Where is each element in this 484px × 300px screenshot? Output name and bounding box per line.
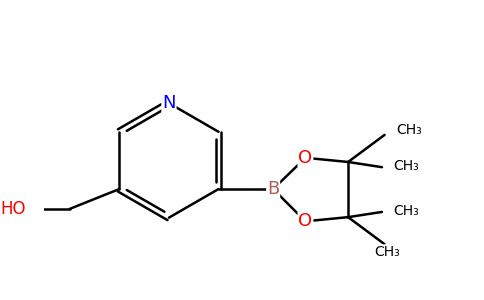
Text: CH₃: CH₃ [393,204,419,218]
Text: CH₃: CH₃ [393,159,419,173]
Text: HO: HO [0,200,26,218]
Text: CH₃: CH₃ [374,245,400,259]
Text: O: O [298,149,313,167]
Text: N: N [162,94,176,112]
Text: B: B [267,180,279,198]
Text: O: O [298,212,313,230]
Text: CH₃: CH₃ [396,123,422,137]
